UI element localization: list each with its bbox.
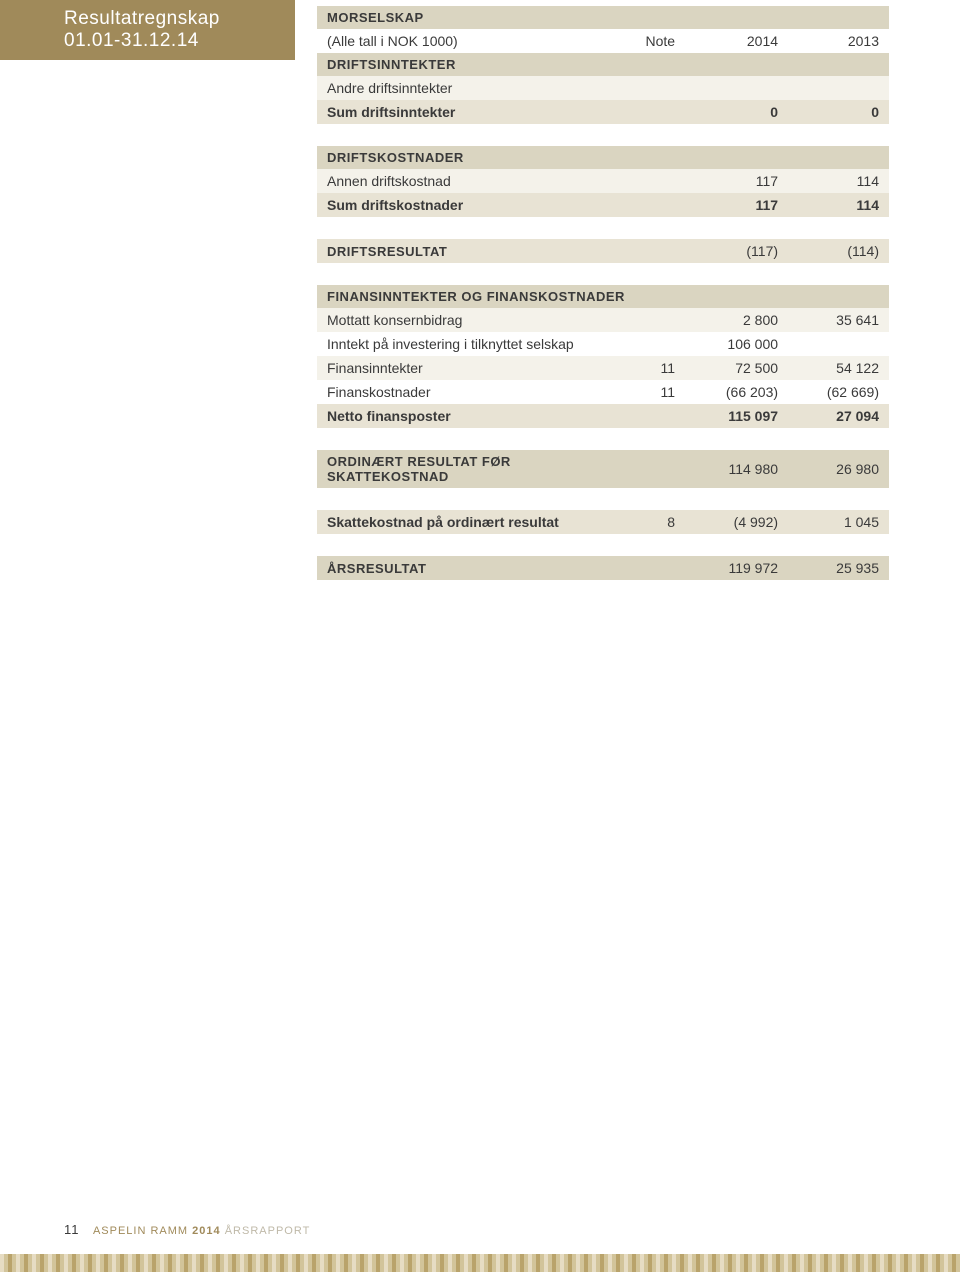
- table-row: Finansinntekter 11 72 500 54 122: [317, 356, 889, 380]
- page-title-box: Resultatregnskap 01.01-31.12.14: [0, 0, 295, 60]
- table-row: Mottatt konsernbidrag 2 800 35 641: [317, 308, 889, 332]
- footer-year: 2014: [192, 1225, 220, 1237]
- section-morselskap: MORSELSKAP: [317, 6, 889, 29]
- section-driftskostnader: DRIFTSKOSTNADER: [317, 146, 889, 169]
- column-headers: (Alle tall i NOK 1000) Note 2014 2013: [317, 29, 889, 53]
- table-row: Andre driftsinntekter: [317, 76, 889, 100]
- page-footer: 11 ASPELIN RAMM 2014 ÅRSRAPPORT: [64, 1222, 310, 1237]
- title-line1: Resultatregnskap: [64, 8, 295, 30]
- skatt-row: Skattekostnad på ordinært resultat 8 (4 …: [317, 510, 889, 534]
- footer-rest: ÅRSRAPPORT: [225, 1225, 311, 1237]
- page-number: 11: [64, 1222, 80, 1237]
- table-row: Inntekt på investering i tilknyttet sels…: [317, 332, 889, 356]
- decorative-stripe: [0, 1254, 960, 1272]
- sum-row: Sum driftsinntekter 0 0: [317, 100, 889, 124]
- aarsresultat-row: ÅRSRESULTAT 119 972 25 935: [317, 556, 889, 580]
- income-statement-table: MORSELSKAP (Alle tall i NOK 1000) Note 2…: [317, 6, 889, 580]
- title-line2: 01.01-31.12.14: [64, 30, 295, 52]
- sum-row: Netto finansposter 115 097 27 094: [317, 404, 889, 428]
- section-finans: FINANSINNTEKTER OG FINANSKOSTNADER: [317, 285, 889, 308]
- table-row: Annen driftskostnad 117 114: [317, 169, 889, 193]
- driftsresultat-row: DRIFTSRESULTAT (117) (114): [317, 239, 889, 263]
- sum-row: Sum driftskostnader 117 114: [317, 193, 889, 217]
- ordres-row: ORDINÆRT RESULTAT FØR SKATTEKOSTNAD 114 …: [317, 450, 889, 488]
- table-row: Finanskostnader 11 (66 203) (62 669): [317, 380, 889, 404]
- footer-brand: ASPELIN RAMM: [93, 1225, 188, 1237]
- section-driftsinntekter: DRIFTSINNTEKTER: [317, 53, 889, 76]
